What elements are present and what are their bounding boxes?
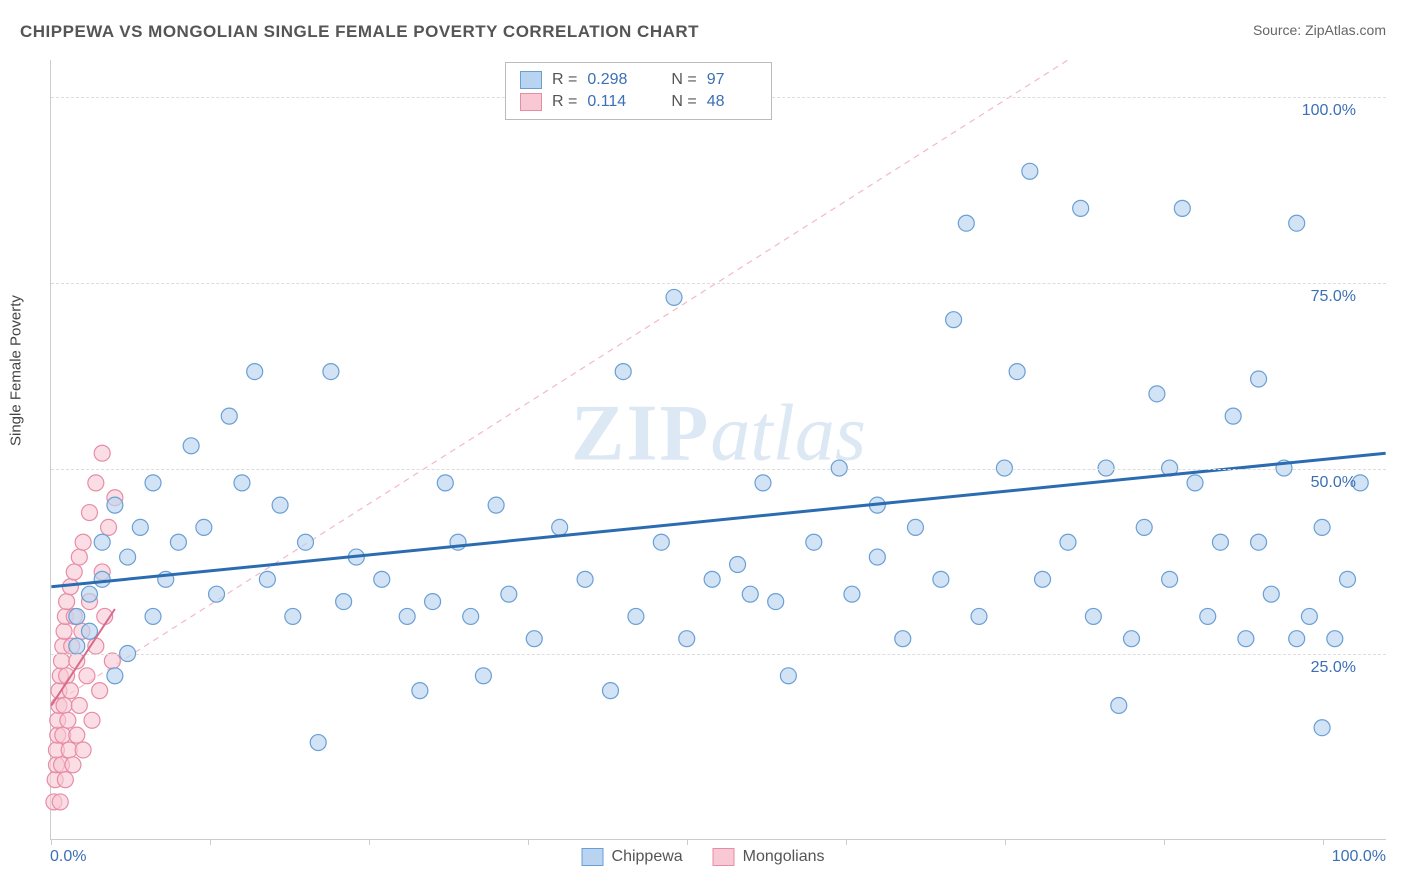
x-tick (528, 839, 529, 845)
chart-svg (51, 60, 1386, 839)
x-tick (1005, 839, 1006, 845)
gridline (51, 283, 1386, 284)
stats-r-value: 0.298 (587, 71, 637, 89)
x-tick (687, 839, 688, 845)
swatch-icon (582, 848, 604, 866)
y-tick-label: 25.0% (1311, 659, 1356, 677)
legend-bottom: Chippewa Mongolians (582, 848, 825, 866)
plot-area: ZIPatlas 25.0%50.0%75.0%100.0% (50, 60, 1386, 840)
legend-item: Mongolians (713, 848, 825, 866)
legend-item: Chippewa (582, 848, 683, 866)
x-tick (369, 839, 370, 845)
stats-row: R = 0.114 N = 48 (520, 91, 757, 113)
x-tick (1323, 839, 1324, 845)
stats-n-label: N = (671, 93, 696, 111)
stats-n-value: 97 (707, 71, 757, 89)
x-tick (51, 839, 52, 845)
x-tick (210, 839, 211, 845)
gridline (51, 654, 1386, 655)
x-tick-right: 100.0% (1332, 848, 1386, 866)
x-tick (846, 839, 847, 845)
y-tick-label: 75.0% (1311, 288, 1356, 306)
swatch-icon (713, 848, 735, 866)
y-tick-label: 50.0% (1311, 474, 1356, 492)
y-axis-label: Single Female Poverty (8, 295, 25, 446)
chart-title: CHIPPEWA VS MONGOLIAN SINGLE FEMALE POVE… (20, 22, 699, 42)
swatch-icon (520, 93, 542, 111)
stats-row: R = 0.298 N = 97 (520, 69, 757, 91)
stats-r-label: R = (552, 93, 577, 111)
stats-r-value: 0.114 (587, 93, 637, 111)
source-label: Source: ZipAtlas.com (1253, 22, 1386, 38)
stats-n-label: N = (671, 71, 696, 89)
swatch-icon (520, 71, 542, 89)
gridline (51, 469, 1386, 470)
x-tick (1164, 839, 1165, 845)
stats-r-label: R = (552, 71, 577, 89)
x-tick-left: 0.0% (50, 848, 86, 866)
legend-label: Mongolians (743, 848, 825, 866)
stats-n-value: 48 (707, 93, 757, 111)
stats-box: R = 0.298 N = 97 R = 0.114 N = 48 (505, 62, 772, 120)
legend-label: Chippewa (612, 848, 683, 866)
y-tick-label: 100.0% (1302, 102, 1356, 120)
